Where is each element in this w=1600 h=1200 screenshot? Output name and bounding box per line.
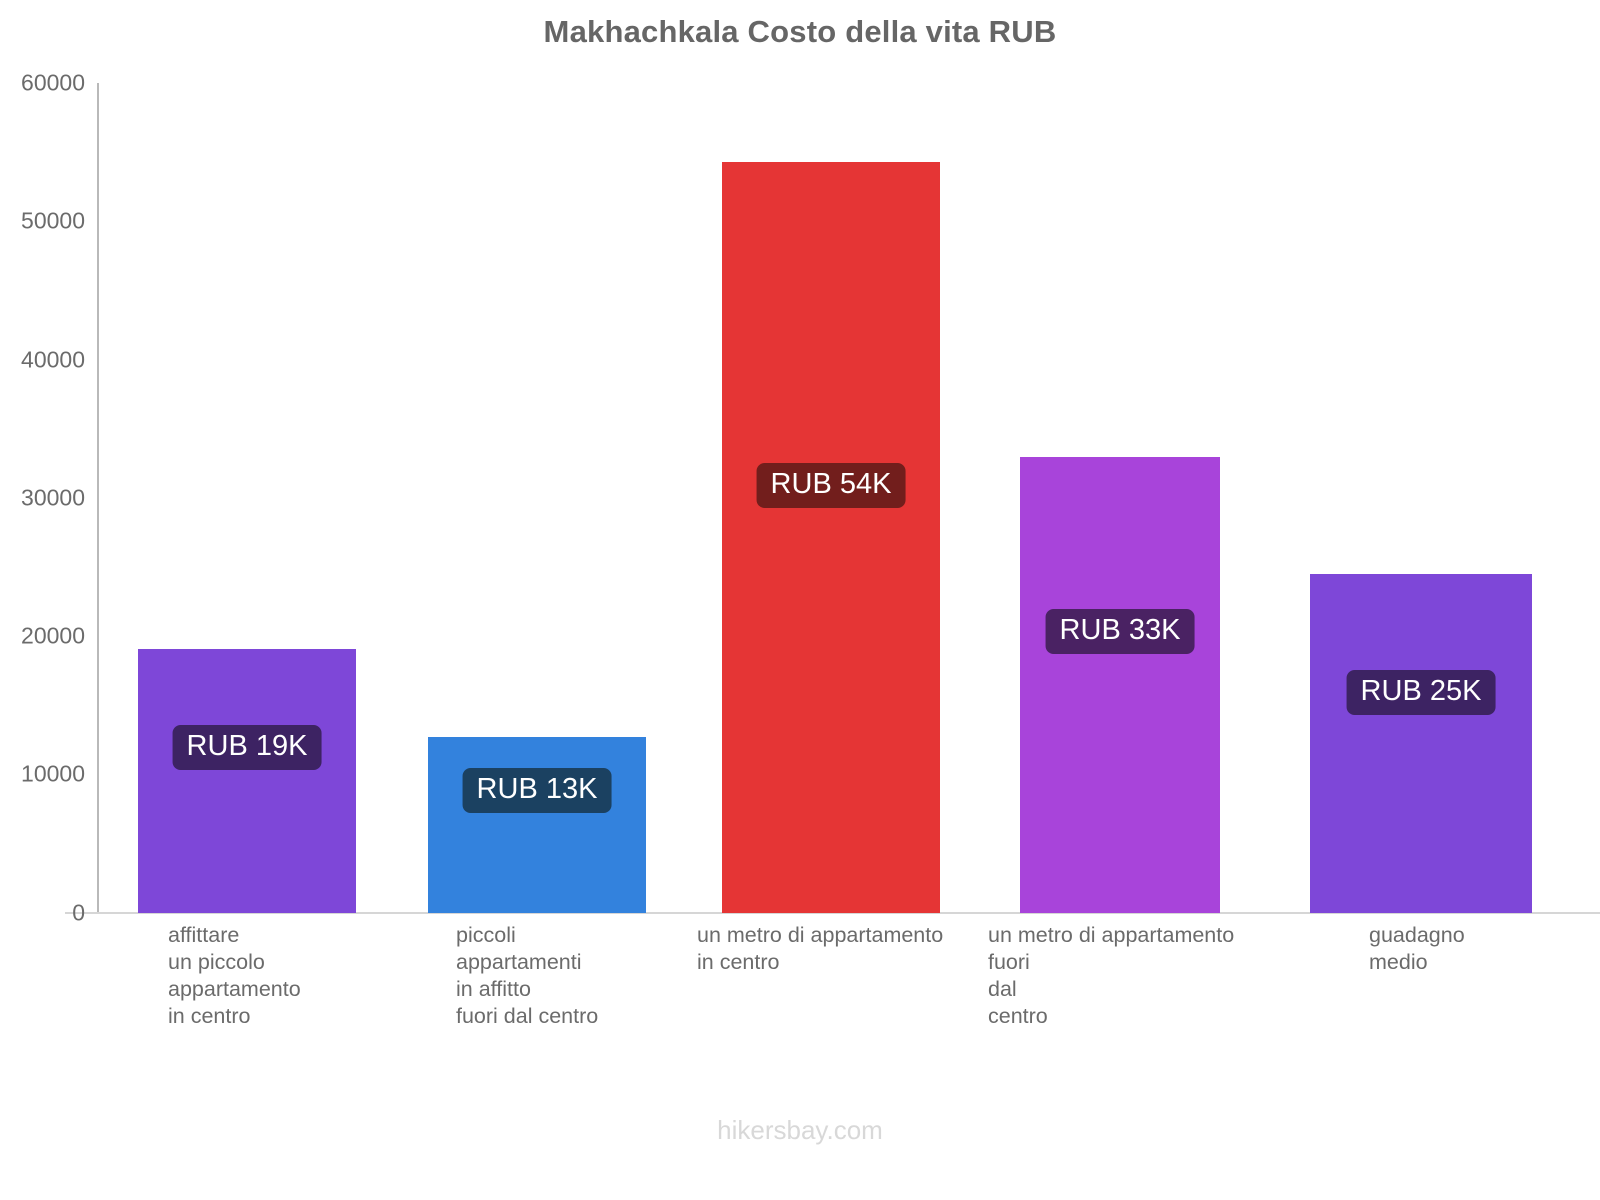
bar-un-metro-di-appartamento-in-centro[interactable]: RUB 54K	[722, 161, 940, 913]
watermark: hikersbay.com	[717, 1115, 883, 1145]
bar-value-label-2: RUB 54K	[756, 462, 906, 508]
bar-value-label-1: RUB 13K	[462, 768, 612, 814]
y-tick-label-50000: 50000	[21, 207, 85, 234]
x-axis-line	[65, 912, 1600, 914]
bar-un-metro-di-appartamento-fuori-dal-centro[interactable]: RUB 33K	[1020, 456, 1220, 913]
x-category-label-1: piccoli appartamenti in affitto fuori da…	[456, 923, 599, 1028]
x-category-label-4: guadagno medio	[1369, 923, 1465, 974]
bar-value-label-0: RUB 19K	[172, 724, 322, 770]
y-axis-line	[97, 83, 99, 913]
y-tick-label-60000: 60000	[21, 69, 85, 96]
bar-value-label-4: RUB 25K	[1346, 670, 1496, 716]
bar-piccoli-appartamenti-in-affitto-fuori-dal-centro[interactable]: RUB 13K	[428, 737, 646, 913]
y-tick-label-20000: 20000	[21, 622, 85, 649]
x-category-label-0: affittare un piccolo appartamento in cen…	[168, 923, 301, 1028]
y-tick-label-10000: 10000	[21, 760, 85, 787]
bar-affittare-un-piccolo-appartamento-in-centro[interactable]: RUB 19K	[138, 648, 356, 913]
y-tick-label-0: 0	[72, 899, 85, 926]
x-category-label-2: un metro di appartamento in centro	[697, 923, 944, 974]
x-category-label-3: un metro di appartamento fuori dal centr…	[988, 923, 1235, 1028]
y-tick-label-30000: 30000	[21, 484, 85, 511]
y-tick-label-40000: 40000	[21, 346, 85, 373]
chart-title: Makhachkala Costo della vita RUB	[543, 14, 1057, 49]
bar-guadagno-medio[interactable]: RUB 25K	[1310, 574, 1532, 913]
bar-value-label-3: RUB 33K	[1045, 608, 1195, 654]
